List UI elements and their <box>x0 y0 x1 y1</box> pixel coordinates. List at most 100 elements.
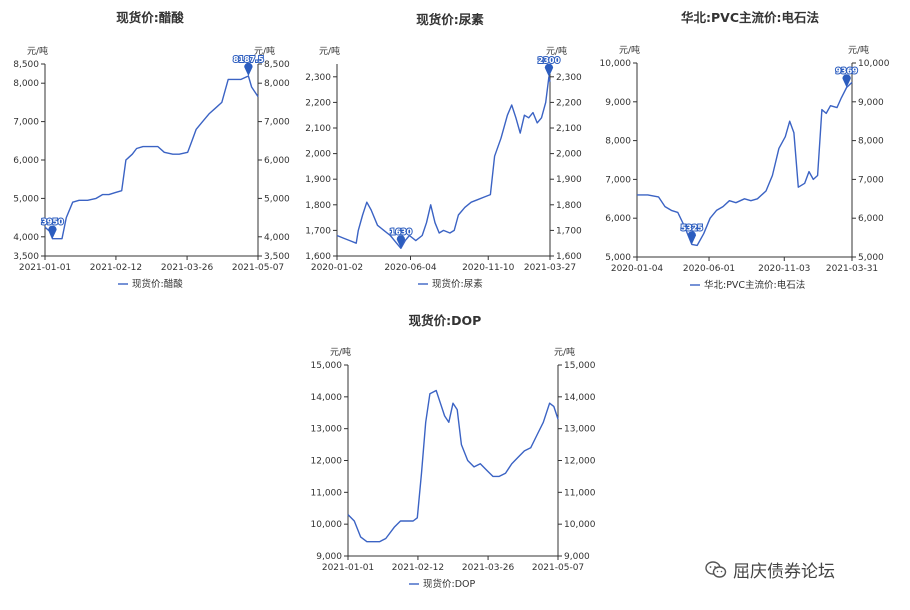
y-tick-label-right: 7,000 <box>264 118 290 128</box>
y-tick-label-left: 12,000 <box>311 457 343 467</box>
x-tick-label: 2021-02-12 <box>90 263 142 273</box>
y-tick-label-right: 11,000 <box>564 488 596 498</box>
series-line <box>44 75 259 240</box>
y-tick-label-left: 1,700 <box>305 226 331 236</box>
y-tick-label-left: 5,000 <box>605 253 631 263</box>
y-tick-label-left: 1,800 <box>305 201 331 211</box>
marker-label: 3950 <box>41 218 64 227</box>
y-tick-label-right: 7,000 <box>858 175 884 185</box>
x-tick-label: 2021-05-07 <box>532 563 584 573</box>
y-unit-left: 元/吨 <box>319 45 340 57</box>
marker-label: 8187.5 <box>233 55 264 64</box>
y-tick-label-right: 1,700 <box>556 226 582 236</box>
y-tick-label-left: 9,000 <box>316 552 342 562</box>
max-marker: 2300 <box>537 55 562 77</box>
y-tick-label-right: 1,600 <box>556 252 582 262</box>
min-marker: 5325 <box>680 222 704 245</box>
y-tick-label-left: 8,500 <box>13 60 39 70</box>
wechat-icon <box>705 560 727 579</box>
x-tick-label: 2021-03-27 <box>524 263 576 273</box>
min-marker: 3950 <box>40 217 65 239</box>
x-tick-label: 2020-06-04 <box>384 263 437 273</box>
y-tick-label-left: 5,000 <box>13 194 39 204</box>
y-tick-label-left: 15,000 <box>311 361 343 371</box>
y-tick-label-left: 6,000 <box>605 214 631 224</box>
y-tick-label-right: 6,000 <box>858 214 884 224</box>
x-tick-label: 2021-03-31 <box>826 264 878 274</box>
y-tick-label-right: 14,000 <box>564 393 596 403</box>
y-unit-right: 元/吨 <box>254 45 275 57</box>
y-tick-label-left: 2,100 <box>305 124 331 134</box>
max-marker: 8187.5 <box>232 54 265 76</box>
y-tick-label-left: 11,000 <box>311 488 343 498</box>
y-tick-label-right: 8,000 <box>858 137 884 147</box>
y-tick-label-right: 1,800 <box>556 201 582 211</box>
x-tick-label: 2020-06-01 <box>683 264 735 274</box>
y-tick-label-left: 1,600 <box>305 252 331 262</box>
marker-pin <box>687 231 697 245</box>
y-tick-label-left: 13,000 <box>311 425 343 435</box>
y-tick-label-left: 9,000 <box>605 98 631 108</box>
marker-pin <box>842 74 851 88</box>
x-tick-label: 2021-03-26 <box>462 563 515 573</box>
x-tick-label: 2021-03-26 <box>161 263 214 273</box>
y-tick-label-right: 1,900 <box>556 175 582 185</box>
y-tick-label-right: 3,500 <box>264 252 290 262</box>
y-tick-label-right: 2,200 <box>556 98 582 108</box>
y-tick-label-left: 14,000 <box>311 393 343 403</box>
chart-title: 现货价:醋酸 <box>116 10 184 25</box>
y-tick-label-left: 2,200 <box>305 98 331 108</box>
y-unit-right: 元/吨 <box>848 44 869 56</box>
y-tick-label-right: 9,000 <box>564 552 590 562</box>
y-tick-label-right: 10,000 <box>564 520 596 530</box>
y-tick-label-right: 8,000 <box>264 79 290 89</box>
min-marker: 1630 <box>389 226 413 249</box>
watermark-text: 屈庆债券论坛 <box>733 562 835 582</box>
y-unit-right: 元/吨 <box>546 45 567 57</box>
y-tick-label-right: 2,300 <box>556 73 582 83</box>
y-tick-label-right: 2,000 <box>556 150 582 160</box>
chart-title: 华北:PVC主流价:电石法 <box>681 10 820 25</box>
legend-label: 现货价:DOP <box>423 578 475 590</box>
y-tick-label-left: 6,000 <box>13 156 39 166</box>
x-tick-label: 2021-05-07 <box>232 263 284 273</box>
legend-label: 现货价:醋酸 <box>132 278 183 290</box>
x-tick-label: 2021-01-01 <box>322 563 374 573</box>
y-unit-right: 元/吨 <box>554 346 575 358</box>
chart-title: 现货价:尿素 <box>416 12 484 27</box>
marker-pin <box>48 225 57 239</box>
marker-label: 5325 <box>681 223 704 232</box>
x-tick-label: 2020-11-10 <box>462 263 515 273</box>
y-tick-label-left: 3,500 <box>13 252 39 262</box>
chart-title: 现货价:DOP <box>409 313 482 328</box>
y-tick-label-left: 10,000 <box>600 59 631 69</box>
watermark: 屈庆债券论坛 <box>705 557 835 582</box>
series-line <box>637 81 853 247</box>
chart-dop: 现货价:DOP 元/吨 元/吨 9,000 9,000 10,000 10,000 11,00… <box>311 313 596 590</box>
y-unit-left: 元/吨 <box>27 45 48 57</box>
y-tick-label-left: 7,000 <box>13 118 39 128</box>
y-tick-label-left: 10,000 <box>311 520 343 530</box>
y-tick-label-right: 8,500 <box>264 60 290 70</box>
y-tick-label-right: 13,000 <box>564 425 596 435</box>
y-tick-label-left: 1,900 <box>305 175 331 185</box>
marker-pin <box>544 63 554 77</box>
y-tick-label-left: 7,000 <box>605 175 631 185</box>
y-tick-label-left: 8,000 <box>605 137 631 147</box>
series-line <box>336 76 551 249</box>
y-tick-label-right: 6,000 <box>264 156 290 166</box>
max-marker: 9369 <box>834 65 859 88</box>
y-tick-label-right: 12,000 <box>564 457 596 467</box>
y-tick-label-right: 15,000 <box>564 361 596 371</box>
marker-label: 9369 <box>835 66 858 75</box>
x-tick-label: 2020-01-02 <box>311 263 363 273</box>
chart-urea: 现货价:尿素元/吨 元/吨 1,600 1,600 1,700 1,700 1,800 1,8… <box>305 12 582 290</box>
y-tick-label-right: 5,000 <box>264 194 290 204</box>
series-line <box>347 389 559 543</box>
y-unit-left: 元/吨 <box>619 44 640 56</box>
x-tick-label: 2021-01-01 <box>19 263 71 273</box>
x-tick-label: 2020-01-04 <box>611 264 664 274</box>
y-tick-label-right: 5,000 <box>858 253 884 263</box>
